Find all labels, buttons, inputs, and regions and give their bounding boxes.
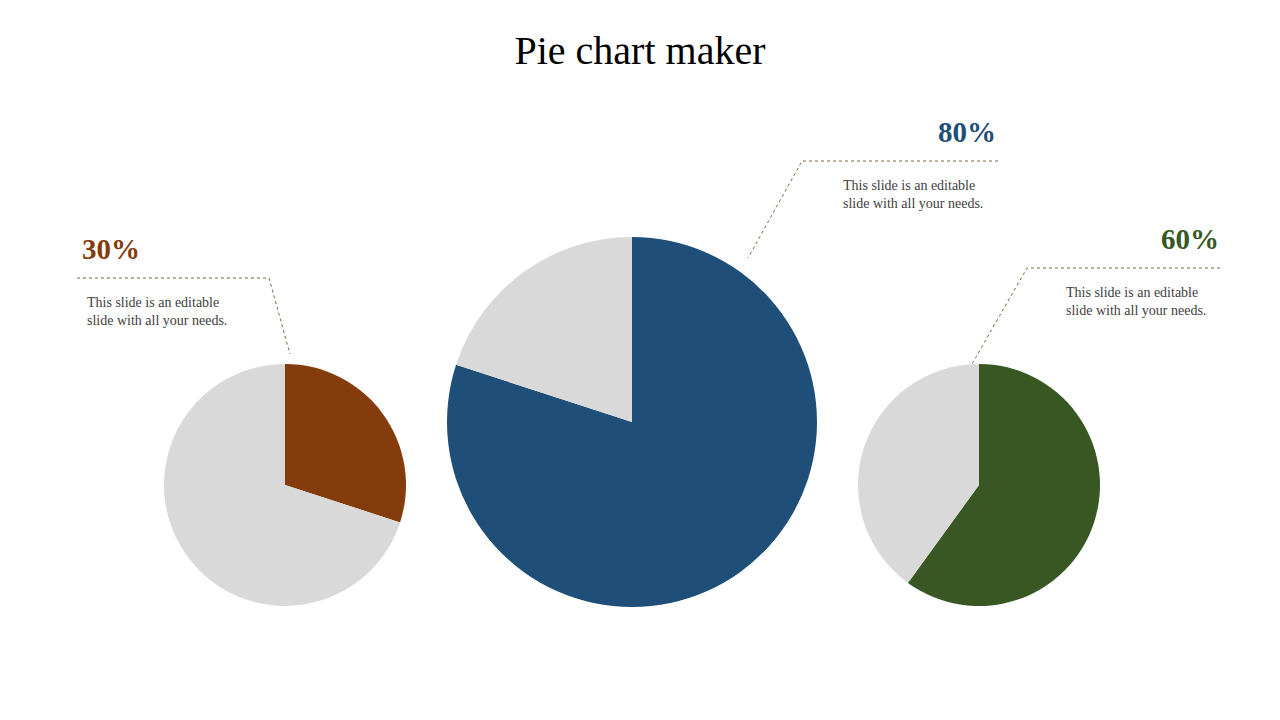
svg-text:80%: 80% xyxy=(938,116,996,148)
svg-text:This slide is an editableslide: This slide is an editableslide with all … xyxy=(1066,285,1206,318)
svg-text:60%: 60% xyxy=(1161,223,1219,255)
svg-text:This slide is an editableslide: This slide is an editableslide with all … xyxy=(843,178,983,211)
svg-text:Pie chart maker: Pie chart maker xyxy=(515,28,766,73)
svg-text:This slide is an editableslide: This slide is an editableslide with all … xyxy=(87,295,227,328)
svg-text:30%: 30% xyxy=(82,233,140,265)
